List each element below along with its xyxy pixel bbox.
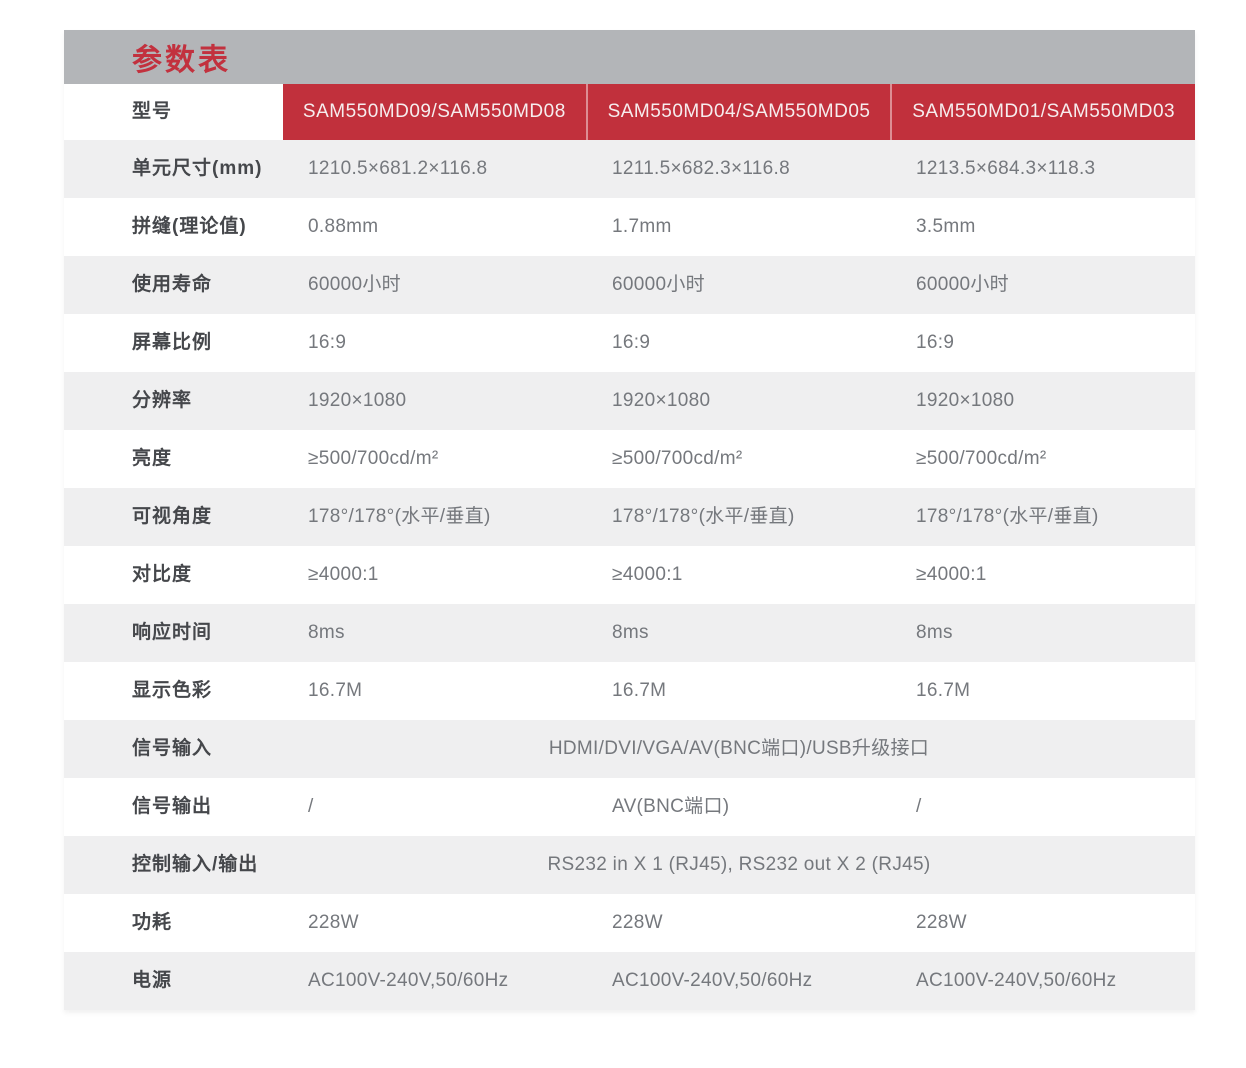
row-value: 1920×1080: [916, 390, 1015, 411]
row-value: ≥500/700cd/m²: [308, 448, 439, 469]
table-row: 可视角度 178°/178°(水平/垂直) 178°/178°(水平/垂直) 178°…: [64, 488, 1195, 546]
table-row: 电源 AC100V-240V,50/60Hz AC100V-240V,50/60Hz…: [64, 952, 1195, 1010]
model-header-label: 型号: [64, 84, 283, 140]
spec-table: 参数表 型号 SAM550MD09/SAM550MD08 SAM550MD04/…: [64, 30, 1196, 1010]
row-value: /: [916, 796, 922, 817]
table-row: 对比度 ≥4000:1 ≥4000:1 ≥4000:1: [64, 546, 1195, 604]
row-value: 1213.5×684.3×118.3: [916, 158, 1096, 179]
row-label: 使用寿命: [132, 274, 213, 295]
row-value: 178°/178°(水平/垂直): [308, 506, 491, 527]
row-label: 控制输入/输出: [132, 854, 259, 875]
row-value: ≥4000:1: [916, 564, 987, 585]
table-body: 单元尺寸(mm) 1210.5×681.2×116.8 1211.5×682.3×1…: [64, 140, 1195, 1010]
row-label: 屏幕比例: [132, 332, 213, 353]
row-value: 3.5mm: [916, 216, 976, 237]
row-value: 1210.5×681.2×116.8: [308, 158, 488, 179]
table-row: 分辨率 1920×1080 1920×1080 1920×1080: [64, 372, 1195, 430]
row-value: AV(BNC端口): [612, 796, 730, 817]
row-value: 228W: [612, 912, 663, 933]
table-row: 拼缝(理论值) 0.88mm 1.7mm 3.5mm: [64, 198, 1195, 256]
row-value: 178°/178°(水平/垂直): [612, 506, 795, 527]
table-row: 显示色彩 16.7M 16.7M 16.7M: [64, 662, 1195, 720]
table-row: 单元尺寸(mm) 1210.5×681.2×116.8 1211.5×682.3×1…: [64, 140, 1195, 198]
row-value: 60000小时: [916, 274, 1009, 295]
row-value: ≥4000:1: [308, 564, 379, 585]
row-value: 16:9: [308, 332, 347, 353]
row-label: 信号输入: [132, 738, 213, 759]
table-row: 响应时间 8ms 8ms 8ms: [64, 604, 1195, 662]
row-value: AC100V-240V,50/60Hz: [308, 970, 509, 991]
row-value: 1920×1080: [308, 390, 407, 411]
row-value-merged: HDMI/DVI/VGA/AV(BNC端口)/USB升级接口: [548, 738, 930, 759]
table-title: 参数表: [132, 44, 231, 77]
row-value-merged: RS232 in X 1 (RJ45), RS232 out X 2 (RJ45…: [547, 854, 931, 875]
table-row: 亮度 ≥500/700cd/m² ≥500/700cd/m² ≥500/700cd/m…: [64, 430, 1195, 488]
row-value: ≥500/700cd/m²: [916, 448, 1047, 469]
row-value: 1.7mm: [612, 216, 672, 237]
model-name-2: SAM550MD04/SAM550MD05: [585, 84, 891, 140]
row-label: 亮度: [132, 448, 173, 469]
model-header-row: 型号 SAM550MD09/SAM550MD08 SAM550MD04/SAM5…: [64, 84, 1196, 140]
row-value: 16.7M: [308, 680, 363, 701]
table-row: 功耗 228W 228W 228W: [64, 894, 1195, 952]
row-value: 60000小时: [612, 274, 705, 295]
row-label: 响应时间: [132, 622, 213, 643]
row-value: 178°/178°(水平/垂直): [916, 506, 1099, 527]
row-label: 功耗: [132, 912, 173, 933]
table-title-bar: 参数表: [64, 30, 1195, 84]
row-label: 信号输出: [132, 796, 213, 817]
row-value: ≥4000:1: [612, 564, 683, 585]
row-value: ≥500/700cd/m²: [612, 448, 743, 469]
row-label: 单元尺寸(mm): [132, 158, 263, 179]
row-label: 可视角度: [132, 506, 213, 527]
row-value: 1920×1080: [612, 390, 711, 411]
row-label: 电源: [132, 970, 173, 991]
table-row: 信号输入 HDMI/DVI/VGA/AV(BNC端口)/USB升级接口: [64, 720, 1195, 778]
row-value: /: [308, 796, 314, 817]
table-row: 信号输出 / AV(BNC端口) /: [64, 778, 1195, 836]
row-value: 228W: [916, 912, 967, 933]
model-name-3: SAM550MD01/SAM550MD03: [890, 84, 1196, 140]
row-value: 0.88mm: [308, 216, 379, 237]
row-value: 228W: [308, 912, 359, 933]
row-value: 8ms: [612, 622, 649, 643]
row-label: 拼缝(理论值): [132, 216, 247, 237]
row-value: 60000小时: [308, 274, 401, 295]
row-value: AC100V-240V,50/60Hz: [612, 970, 813, 991]
table-row: 控制输入/输出 RS232 in X 1 (RJ45), RS232 out X …: [64, 836, 1195, 894]
row-value: 16.7M: [612, 680, 667, 701]
row-label: 显示色彩: [132, 680, 213, 701]
model-name-1: SAM550MD09/SAM550MD08: [283, 84, 586, 140]
table-row: 屏幕比例 16:9 16:9 16:9: [64, 314, 1195, 372]
row-label: 分辨率: [132, 390, 193, 411]
row-value: 16:9: [612, 332, 651, 353]
row-value: 1211.5×682.3×116.8: [612, 158, 790, 179]
row-value: AC100V-240V,50/60Hz: [916, 970, 1117, 991]
row-value: 8ms: [916, 622, 953, 643]
table-row: 使用寿命 60000小时 60000小时 60000小时: [64, 256, 1195, 314]
row-value: 16.7M: [916, 680, 971, 701]
row-value: 16:9: [916, 332, 955, 353]
row-label: 对比度: [132, 564, 193, 585]
row-value: 8ms: [308, 622, 345, 643]
